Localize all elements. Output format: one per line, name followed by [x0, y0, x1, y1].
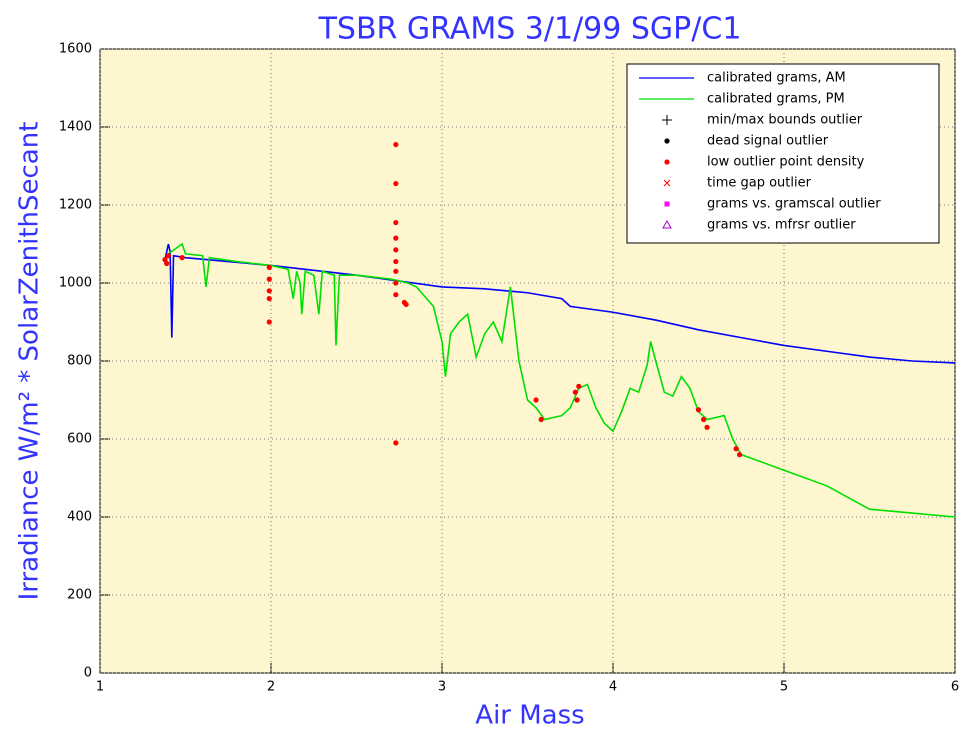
y-tick-label: 600: [67, 432, 92, 447]
point: [165, 253, 171, 259]
y-tick-label: 400: [67, 510, 92, 525]
legend-swatch: [663, 179, 671, 187]
legend-label: calibrated grams, PM: [707, 92, 845, 107]
point: [393, 180, 399, 187]
legend-label: time gap outlier: [707, 176, 812, 191]
x-tick-label: 5: [780, 680, 788, 695]
point: [695, 407, 702, 413]
chart-title: TSBR GRAMS 3/1/99 SGP/C1: [318, 12, 742, 47]
point: [393, 247, 399, 253]
x-tick-label: 4: [609, 680, 617, 695]
y-tick-label: 0: [84, 666, 92, 681]
legend-label: dead signal outlier: [707, 134, 829, 149]
x-axis-label: Air Mass: [475, 701, 584, 731]
point: [266, 288, 272, 294]
point: [266, 264, 272, 270]
point: [393, 268, 399, 274]
y-axis-label: Irradiance W/m² * SolarZenithSecant: [15, 122, 45, 601]
point: [403, 301, 409, 308]
x-tick-label: 3: [438, 680, 446, 695]
point: [266, 319, 272, 325]
legend-swatch: [662, 219, 672, 229]
series-line: [164, 243, 956, 364]
legend-label: grams vs. gramscal outlier: [707, 197, 881, 212]
point: [533, 397, 539, 403]
legend-label: grams vs. mfrsr outlier: [707, 218, 856, 233]
legend-label: low outlier point density: [707, 155, 865, 170]
point: [266, 276, 272, 282]
point: [393, 280, 399, 286]
point: [179, 255, 185, 261]
y-tick-label: 800: [67, 354, 92, 369]
legend-label: calibrated grams, AM: [707, 71, 846, 86]
point: [266, 296, 272, 302]
point: [164, 260, 170, 267]
point: [393, 258, 399, 265]
legend-swatch: [664, 159, 670, 165]
point: [393, 235, 399, 241]
point: [572, 389, 578, 395]
x-tick-label: 1: [96, 680, 104, 695]
point: [393, 292, 399, 298]
point: [393, 219, 399, 226]
y-tick-label: 1600: [59, 42, 92, 57]
y-tick-label: 1400: [59, 120, 92, 135]
legend-swatch: [664, 138, 670, 144]
legend-label: min/max bounds outlier: [707, 113, 863, 128]
point: [393, 440, 399, 446]
point: [701, 416, 707, 423]
point: [733, 446, 739, 452]
point: [704, 424, 710, 430]
legend-swatch: [664, 201, 670, 207]
point: [393, 141, 399, 148]
y-tick-label: 1200: [59, 198, 92, 213]
y-tick-label: 200: [67, 588, 92, 603]
point: [538, 416, 544, 423]
y-tick-label: 1000: [59, 276, 92, 291]
point: [736, 452, 743, 458]
x-tick-label: 2: [267, 680, 275, 695]
x-tick-label: 6: [951, 680, 959, 695]
legend-swatch: [662, 115, 672, 125]
point: [162, 257, 168, 263]
series-line: [167, 242, 956, 518]
point: [574, 397, 580, 403]
point: [576, 383, 582, 389]
legend-box: [626, 63, 940, 244]
